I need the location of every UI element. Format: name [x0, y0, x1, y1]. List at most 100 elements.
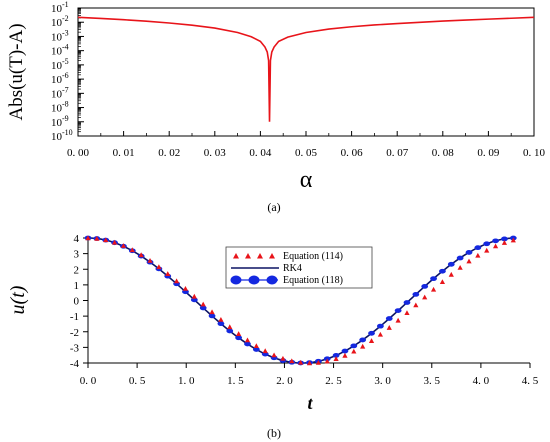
- legend-label-rk4: RK4: [283, 263, 302, 274]
- chart-b-series-equation-114-point: [280, 355, 286, 361]
- chart-b-series-equation-114-point: [351, 348, 357, 354]
- chart-b-series-equation-114-point: [111, 239, 118, 245]
- chart-b-series-equation-118-point: [235, 335, 243, 341]
- chart-a-y-tick-label: 10-3: [51, 28, 69, 43]
- chart-a-plot-frame: [77, 7, 535, 137]
- chart-b-series-equation-114-point: [156, 264, 162, 270]
- chart-b-x-tick-label: 1. 5: [227, 375, 244, 387]
- chart-b-series-equation-114-point: [138, 252, 144, 258]
- chart-b-x-ticks: 0. 0 0. 5 1. 0 1. 5 2. 0 2. 5 3. 0 3. 5 4. 0 4. 5: [80, 363, 539, 387]
- chart-a-x-tick-label: 0. 05: [295, 147, 318, 159]
- chart-b-series-equation-114-point: [244, 337, 251, 343]
- chart-b-series-equation-118-point: [439, 268, 446, 274]
- chart-b-x-tick-label: 0. 5: [129, 375, 146, 387]
- chart-b-series-equation-114-point: [103, 237, 109, 243]
- chart-b-series-equation-114-point: [439, 279, 446, 285]
- legend-entry-equation-114: Equation (114): [233, 251, 343, 262]
- chart-b-series-equation-114-point: [94, 235, 100, 241]
- chart-b-series-equation-118-point: [341, 348, 349, 354]
- chart-a-panel-label: (a): [267, 200, 280, 214]
- chart-b-series-equation-114-point: [430, 286, 437, 292]
- chart-b-series-equation-114-point: [191, 293, 197, 299]
- chart-b-panel-label: (b): [267, 426, 281, 440]
- chart-b-x-tick-label: 3. 0: [374, 375, 391, 387]
- chart-b-y-ticks: 4 3 2 1 0 -1 -2 -3 -4: [70, 233, 88, 370]
- chart-b-series-equation-114-point: [147, 257, 153, 263]
- chart-b-series-equation-114-point: [377, 331, 383, 337]
- legend-label-equation-114: Equation (114): [283, 251, 343, 262]
- chart-b-series-equation-114-point: [342, 352, 348, 358]
- chart-b-series-equation-118-point: [412, 292, 420, 297]
- legend-triangle: [269, 253, 275, 259]
- chart-b-series-equation-114-point: [120, 243, 127, 248]
- chart-b-series-equation-118-point: [483, 241, 491, 247]
- chart-b-series-equation-118-point: [199, 305, 207, 311]
- legend-entry-equation-118: Equation (118): [230, 275, 343, 286]
- chart-a-y-axis-label: Abs(u(T)-A): [6, 23, 27, 120]
- chart-b-series-equation-114-point: [174, 278, 180, 284]
- chart-b-series-equation-118-point: [447, 261, 455, 267]
- legend-triangle: [233, 253, 239, 259]
- chart-b-x-tick-label: 1. 0: [178, 375, 195, 387]
- legend-triangle: [257, 253, 263, 259]
- chart-b-series-equation-114-point: [492, 243, 499, 249]
- chart-b-series-equation-118-point: [421, 284, 429, 289]
- chart-b-series-equation-118-point: [217, 321, 225, 327]
- chart-b-series-equation-118-point: [474, 245, 482, 251]
- chart-b-series-equation-114-point: [510, 237, 516, 243]
- chart-b-series-equation-114-point: [200, 301, 206, 307]
- chart-b-series-equation-118-point: [350, 343, 358, 349]
- chart-a-x-tick-label: 0. 07: [386, 147, 409, 159]
- chart-a-x-tick-label: 0. 06: [341, 147, 364, 159]
- chart-a-y-tick-label: 10-9: [51, 114, 69, 129]
- chart-b-series-equation-118-point: [252, 347, 260, 352]
- chart-b-x-tick-label: 2. 5: [325, 375, 342, 387]
- chart-b-series-equation-118-point: [385, 316, 393, 321]
- chart-b-series-equation-114-point: [333, 356, 339, 361]
- chart-b-x-tick-label: 4. 5: [522, 375, 539, 387]
- chart-b-series-equation-114-point: [236, 331, 242, 336]
- chart-b-series-equation-118-point: [368, 330, 375, 336]
- chart-b-series-equation-114-point: [324, 358, 330, 364]
- chart-b-series-equation-114-point: [271, 352, 277, 358]
- chart-b-series-equation-114-point: [218, 316, 224, 322]
- chart-b-y-tick-label: -1: [70, 311, 79, 323]
- chart-b-series-equation-118-point: [190, 297, 198, 303]
- chart-b-series-equation-118-point: [403, 300, 411, 305]
- chart-b-x-tick-label: 3. 5: [424, 375, 441, 387]
- chart-b-series-equation-114-point: [289, 358, 295, 364]
- legend-circle-marker: [230, 275, 278, 285]
- chart-b-x-tick-label: 2. 0: [276, 375, 293, 387]
- chart-b-y-tick-label: 1: [74, 280, 80, 292]
- chart-b-y-tick-label: 2: [74, 264, 80, 276]
- chart-a-y-tick-label: 10-6: [51, 71, 69, 86]
- chart-a-y-tick-label: 10-5: [51, 57, 69, 72]
- chart-a-y-tick-label: 10-7: [51, 85, 69, 100]
- chart-b-series-equation-114-point: [298, 359, 304, 365]
- chart-b-series-equation-118-point: [208, 313, 216, 319]
- chart-a-series-line: [77, 16, 535, 122]
- chart-b-series-equation-114-point: [404, 310, 410, 315]
- chart-b-series-equation-118-point: [377, 323, 384, 329]
- chart-a-y-tick-label: 10-10: [51, 128, 73, 143]
- chart-a-x-tick-label: 0. 04: [249, 147, 272, 159]
- chart-a-x-tick-label: 0. 03: [204, 147, 227, 159]
- legend-label-equation-118: Equation (118): [283, 275, 343, 286]
- legend-triangle: [245, 253, 251, 259]
- chart-b-series-equation-118-point: [456, 255, 464, 261]
- chart-a-y-tick-label: 10-2: [51, 14, 69, 29]
- legend-triangle-marker: [233, 253, 275, 259]
- chart-a-y-tick-label: 10-1: [51, 0, 69, 15]
- chart-b-series-equation-114-point: [368, 338, 375, 343]
- chart-b-series-equation-114-point: [85, 235, 91, 241]
- chart-b-series-equation-114-point: [466, 258, 472, 264]
- chart-a-y-tick-label: 10-4: [51, 43, 69, 58]
- chart-b-series-equation-114-point: [315, 359, 321, 365]
- chart-a-x-axis-label: α: [300, 167, 313, 193]
- chart-b-y-axis-label: u(t): [7, 285, 29, 314]
- chart-b-x-tick-label: 0. 0: [80, 375, 97, 387]
- chart-b-y-tick-label: -2: [70, 327, 79, 339]
- chart-b: 4 3 2 1 0 -1 -2 -3 -4 0. 0 0. 5 1. 0 1. 5 2. 0 2. 5 3.…: [7, 233, 539, 440]
- chart-b-series-equation-118-point: [501, 236, 508, 242]
